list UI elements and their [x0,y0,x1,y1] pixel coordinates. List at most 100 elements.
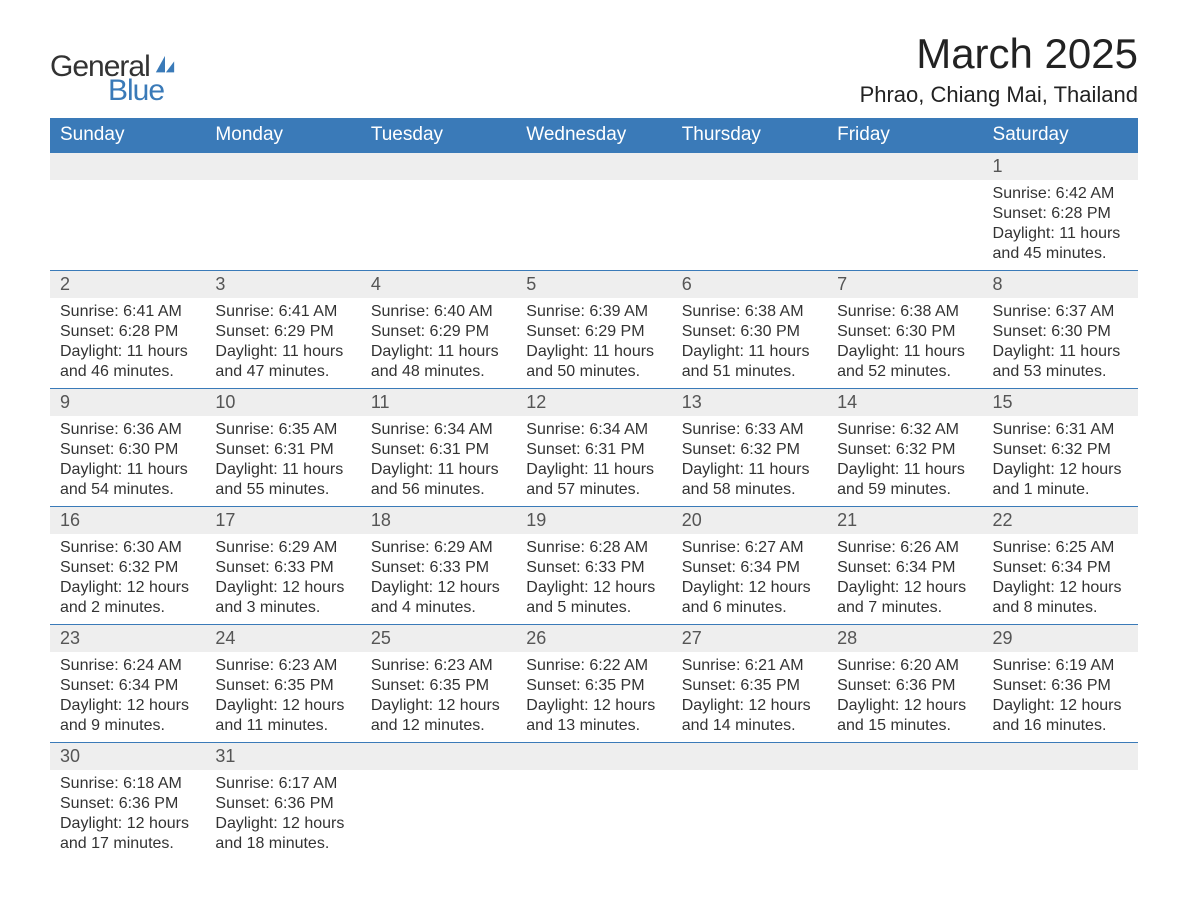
daylight-text: Daylight: 12 hours and 14 minutes. [682,696,817,736]
sunset-text: Sunset: 6:31 PM [526,440,661,460]
calendar-cell-num [516,743,671,771]
daylight-text: Daylight: 11 hours and 54 minutes. [60,460,195,500]
sunset-text: Sunset: 6:34 PM [837,558,972,578]
week-daynum-row: 2345678 [50,271,1138,299]
calendar-cell-content: Sunrise: 6:40 AMSunset: 6:29 PMDaylight:… [361,298,516,389]
empty-daynum [672,743,827,770]
day-number: 3 [205,271,360,298]
sunrise-text: Sunrise: 6:29 AM [371,538,506,558]
calendar-cell-num: 12 [516,389,671,417]
day-content: Sunrise: 6:40 AMSunset: 6:29 PMDaylight:… [361,298,516,388]
weekday-header: Monday [205,118,360,153]
calendar-cell-content: Sunrise: 6:18 AMSunset: 6:36 PMDaylight:… [50,770,205,860]
calendar-cell-num: 16 [50,507,205,535]
sunrise-text: Sunrise: 6:20 AM [837,656,972,676]
calendar-cell-num: 2 [50,271,205,299]
daylight-text: Daylight: 12 hours and 9 minutes. [60,696,195,736]
calendar-cell-num [672,743,827,771]
weekday-header: Tuesday [361,118,516,153]
calendar-cell-content: Sunrise: 6:35 AMSunset: 6:31 PMDaylight:… [205,416,360,507]
daylight-text: Daylight: 11 hours and 55 minutes. [215,460,350,500]
day-content: Sunrise: 6:17 AMSunset: 6:36 PMDaylight:… [205,770,360,860]
daylight-text: Daylight: 12 hours and 17 minutes. [60,814,195,854]
sunset-text: Sunset: 6:30 PM [837,322,972,342]
sunrise-text: Sunrise: 6:25 AM [993,538,1128,558]
sunset-text: Sunset: 6:35 PM [371,676,506,696]
calendar-body: 1 Sunrise: 6:42 AMSunset: 6:28 PMDayligh… [50,153,1138,861]
day-number: 19 [516,507,671,534]
sunrise-text: Sunrise: 6:34 AM [371,420,506,440]
weekday-header: Friday [827,118,982,153]
calendar-cell-num: 9 [50,389,205,417]
empty-cell [205,180,360,210]
title-block: March 2025 Phrao, Chiang Mai, Thailand [860,30,1138,108]
calendar-cell-content: Sunrise: 6:31 AMSunset: 6:32 PMDaylight:… [983,416,1138,507]
weekday-header: Sunday [50,118,205,153]
day-content: Sunrise: 6:37 AMSunset: 6:30 PMDaylight:… [983,298,1138,388]
sunrise-text: Sunrise: 6:17 AM [215,774,350,794]
calendar-cell-content [672,770,827,860]
daylight-text: Daylight: 12 hours and 16 minutes. [993,696,1128,736]
sunrise-text: Sunrise: 6:22 AM [526,656,661,676]
calendar-cell-content: Sunrise: 6:29 AMSunset: 6:33 PMDaylight:… [205,534,360,625]
sunrise-text: Sunrise: 6:38 AM [837,302,972,322]
day-number: 13 [672,389,827,416]
sunrise-text: Sunrise: 6:38 AM [682,302,817,322]
location-subtitle: Phrao, Chiang Mai, Thailand [860,82,1138,108]
daylight-text: Daylight: 12 hours and 2 minutes. [60,578,195,618]
calendar-cell-num: 26 [516,625,671,653]
sunset-text: Sunset: 6:30 PM [60,440,195,460]
day-number: 1 [983,153,1138,180]
day-number: 17 [205,507,360,534]
sunset-text: Sunset: 6:33 PM [371,558,506,578]
day-content: Sunrise: 6:18 AMSunset: 6:36 PMDaylight:… [50,770,205,860]
empty-cell [827,180,982,210]
daylight-text: Daylight: 11 hours and 57 minutes. [526,460,661,500]
sunset-text: Sunset: 6:35 PM [526,676,661,696]
calendar-cell-num: 30 [50,743,205,771]
calendar-cell-content: Sunrise: 6:36 AMSunset: 6:30 PMDaylight:… [50,416,205,507]
sunrise-text: Sunrise: 6:34 AM [526,420,661,440]
sunrise-text: Sunrise: 6:32 AM [837,420,972,440]
week-content-row: Sunrise: 6:42 AMSunset: 6:28 PMDaylight:… [50,180,1138,271]
empty-cell [361,770,516,800]
day-number: 2 [50,271,205,298]
day-number: 18 [361,507,516,534]
daylight-text: Daylight: 12 hours and 4 minutes. [371,578,506,618]
week-content-row: Sunrise: 6:24 AMSunset: 6:34 PMDaylight:… [50,652,1138,743]
sunset-text: Sunset: 6:30 PM [682,322,817,342]
sunset-text: Sunset: 6:30 PM [993,322,1128,342]
calendar-cell-num [827,743,982,771]
daylight-text: Daylight: 11 hours and 46 minutes. [60,342,195,382]
empty-cell [672,770,827,800]
calendar-cell-num: 24 [205,625,360,653]
calendar-cell-content: Sunrise: 6:20 AMSunset: 6:36 PMDaylight:… [827,652,982,743]
sunrise-text: Sunrise: 6:39 AM [526,302,661,322]
daylight-text: Daylight: 12 hours and 6 minutes. [682,578,817,618]
calendar-cell-content: Sunrise: 6:22 AMSunset: 6:35 PMDaylight:… [516,652,671,743]
brand-name-part2: Blue [108,74,176,108]
calendar-cell-num: 14 [827,389,982,417]
day-number: 12 [516,389,671,416]
calendar-cell-num: 17 [205,507,360,535]
week-daynum-row: 23242526272829 [50,625,1138,653]
day-content: Sunrise: 6:24 AMSunset: 6:34 PMDaylight:… [50,652,205,742]
calendar-cell-num: 7 [827,271,982,299]
day-number: 9 [50,389,205,416]
calendar-cell-num [516,153,671,181]
day-number: 29 [983,625,1138,652]
day-number: 14 [827,389,982,416]
day-content: Sunrise: 6:38 AMSunset: 6:30 PMDaylight:… [672,298,827,388]
week-content-row: Sunrise: 6:18 AMSunset: 6:36 PMDaylight:… [50,770,1138,860]
sunset-text: Sunset: 6:33 PM [526,558,661,578]
empty-daynum [827,743,982,770]
daylight-text: Daylight: 12 hours and 18 minutes. [215,814,350,854]
calendar-cell-content: Sunrise: 6:25 AMSunset: 6:34 PMDaylight:… [983,534,1138,625]
sunrise-text: Sunrise: 6:31 AM [993,420,1128,440]
day-content: Sunrise: 6:39 AMSunset: 6:29 PMDaylight:… [516,298,671,388]
week-daynum-row: 1 [50,153,1138,181]
calendar-cell-num [361,153,516,181]
calendar-cell-num: 20 [672,507,827,535]
empty-daynum [827,153,982,180]
weekday-header: Wednesday [516,118,671,153]
